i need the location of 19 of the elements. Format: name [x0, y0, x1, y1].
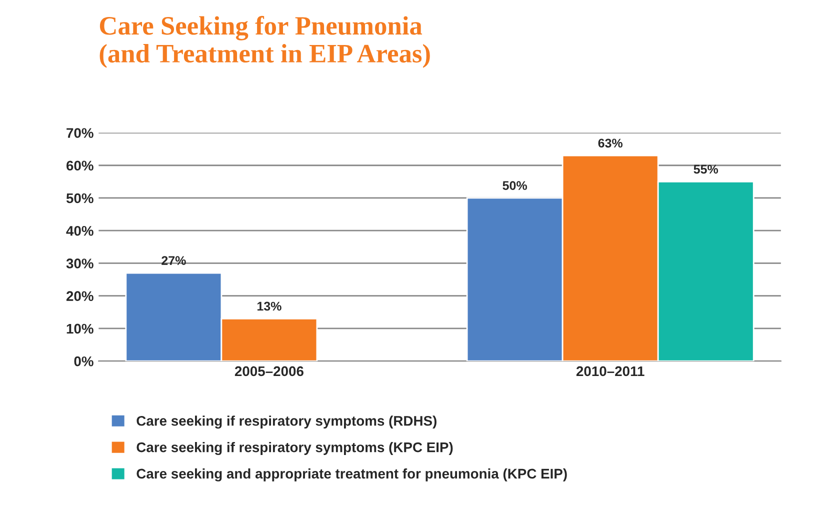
- legend-label: Care seeking if respiratory symptoms (RDHS): [136, 416, 436, 429]
- y-tick-label: 40%: [66, 226, 94, 236]
- chart-title: Care Seeking for Pneumonia (and Treatment in EIP Areas): [100, 16, 430, 68]
- data-label: 50%: [502, 181, 527, 190]
- y-tick-label: 30%: [66, 258, 94, 268]
- x-tick-label: 2005–2006: [234, 366, 304, 376]
- data-label: 27%: [162, 256, 186, 265]
- y-tick-label: 60%: [66, 160, 94, 171]
- data-label: 55%: [694, 164, 718, 174]
- data-label: 63%: [598, 138, 623, 148]
- legend-label: Care seeking and appropriate treatment for pneumonia (KPC EIP): [136, 468, 567, 482]
- y-tick-label: 0%: [74, 356, 94, 366]
- legend-label: Care seeking if respiratory symptoms (KPC EIP): [136, 442, 453, 456]
- x-tick-label: 2010–2011: [576, 366, 644, 376]
- y-tick-label: 50%: [66, 193, 94, 204]
- y-tick-label: 70%: [66, 128, 94, 138]
- y-tick-label: 20%: [66, 291, 94, 302]
- y-tick-label: 10%: [66, 324, 94, 334]
- data-label: 13%: [257, 302, 282, 311]
